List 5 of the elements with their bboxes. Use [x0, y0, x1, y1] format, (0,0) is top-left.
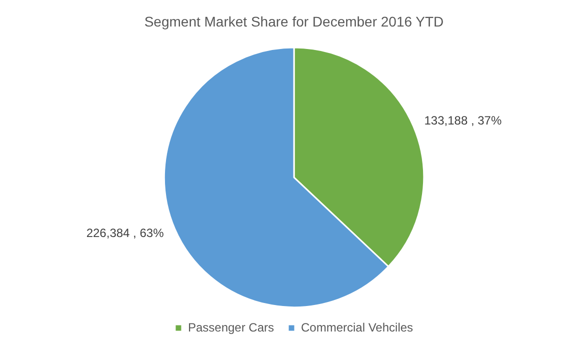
legend-label: Passenger Cars	[188, 320, 274, 334]
chart-title: Segment Market Share for December 2016 YTD	[144, 13, 444, 30]
data-label: 133,188 , 37%	[424, 114, 502, 128]
legend-label: Commercial Vehciles	[301, 320, 414, 334]
data-label: 226,384 , 63%	[86, 226, 164, 240]
